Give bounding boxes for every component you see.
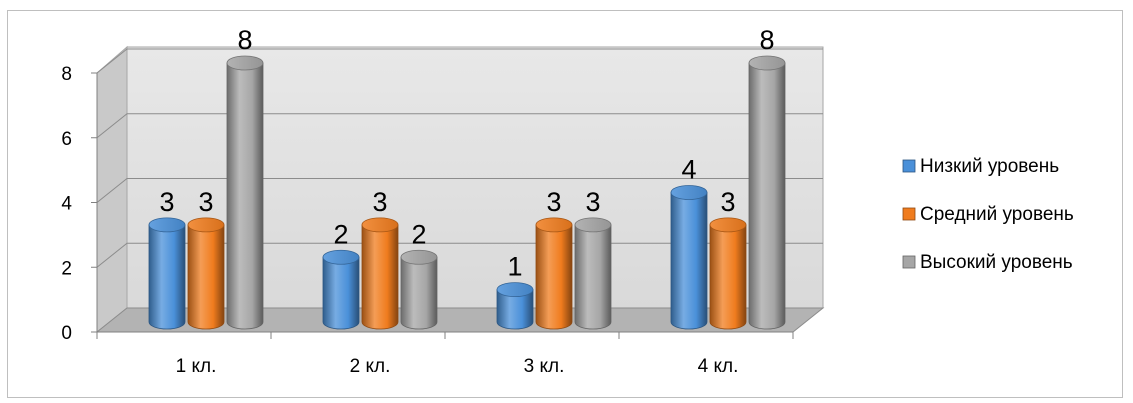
category-label: 2 кл. [350,356,391,377]
bar-body [322,256,360,330]
bar-body [574,224,612,330]
bar [748,55,786,330]
legend-swatch [902,255,916,269]
legend-entry: Высокий уровень [902,252,1073,273]
bar-body [361,224,399,330]
y-tick-label: 8 [61,64,72,85]
bar-body [535,224,573,330]
y-tick-label: 6 [61,129,72,150]
bar-body [748,62,786,330]
y-tick-label: 2 [61,258,72,279]
bar-top [574,217,612,233]
bar-top [187,217,225,233]
bar-top [226,55,264,71]
data-label: 1 [507,252,522,282]
bar [574,217,612,330]
bar-top [670,185,708,200]
data-label: 3 [198,187,213,217]
data-label: 3 [720,187,735,217]
bar-top [535,217,573,233]
data-label: 8 [237,25,252,55]
bar-top [322,249,360,265]
legend-swatch [902,159,916,173]
data-label: 3 [372,187,387,217]
gridline [96,113,823,139]
legend-label: Высокий уровень [920,252,1073,273]
y-tick-label: 4 [61,194,72,215]
bar-top [400,249,438,265]
bar [226,55,264,330]
bar [496,282,534,330]
data-label: 4 [681,155,696,185]
bar [400,249,438,330]
data-label: 8 [759,25,774,55]
gridline [96,48,823,74]
y-tick-label: 0 [61,323,72,344]
legend-entry: Средний уровень [902,204,1074,225]
category-label: 4 кл. [698,356,739,377]
bar-body [148,224,186,330]
bar-top [709,217,747,233]
legend-label: Низкий уровень [920,156,1059,177]
bar [535,217,573,330]
data-label: 2 [411,219,426,249]
bar [361,217,399,330]
bar-body [709,224,747,330]
bar-top [361,217,399,233]
gridline [96,178,823,203]
data-label: 3 [585,187,600,217]
legend-swatch [902,207,916,221]
data-label: 3 [159,187,174,217]
bar-body [670,192,708,330]
data-label: 3 [546,187,561,217]
legend-label: Средний уровень [920,204,1074,225]
bar-body [400,256,438,330]
bar-body [496,289,534,330]
category-label: 3 кл. [524,356,565,377]
bar-top [748,55,786,71]
category-label: 1 кл. [176,356,217,377]
axes: 0 2 4 6 8 1 кл. 2 кл. 3 кл. 4 кл. [61,64,794,377]
bar [322,249,360,330]
legend-entry: Низкий уровень [902,156,1059,177]
bar-body [187,224,225,330]
bar-top [148,217,186,233]
data-label: 2 [333,219,348,249]
bar-top [496,282,534,298]
bar-body [226,62,264,330]
bar [709,217,747,330]
legend: Низкий уровень Средний уровень Высокий уро… [902,156,1074,273]
side-wall [96,45,128,334]
bar [670,185,708,330]
bar [187,217,225,330]
bar [148,217,186,330]
bars [148,55,786,330]
